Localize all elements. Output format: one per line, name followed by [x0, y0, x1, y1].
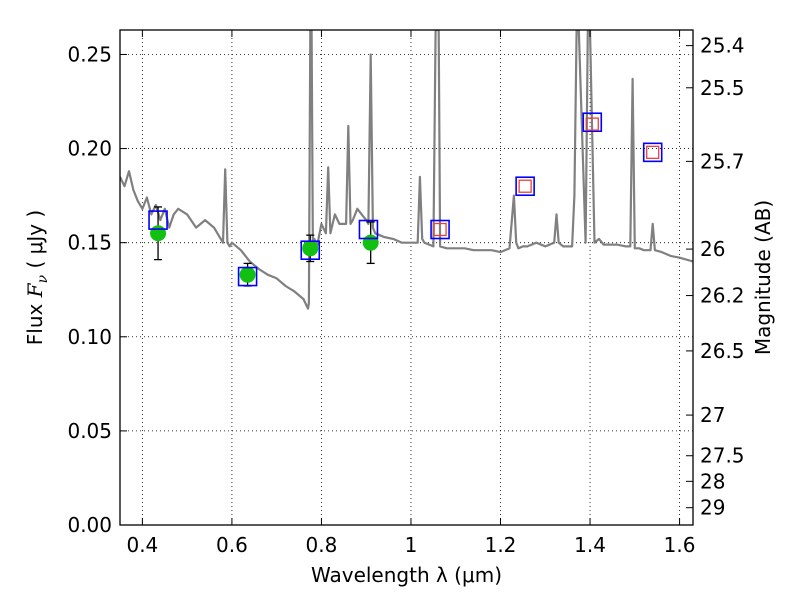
plot-area [120, 30, 693, 310]
x-tick-label: 1.2 [485, 533, 517, 557]
predicted-square [433, 222, 447, 237]
x-tick-label: 1 [405, 533, 418, 557]
y2-tick-label: 26.2 [700, 284, 745, 308]
model-square [237, 266, 258, 287]
y-tick-label: 0.10 [67, 325, 112, 349]
model-square [642, 142, 663, 163]
y2-tick-label: 26 [700, 237, 725, 261]
predicted-square [518, 179, 532, 193]
observed-point [239, 266, 256, 283]
y2-axis-label: Magnitude (AB) [751, 200, 775, 355]
grid [120, 30, 693, 525]
y2-tick-label: 26.5 [700, 339, 745, 363]
model-square [430, 219, 450, 240]
y-tick-label: 0.25 [67, 42, 112, 66]
x-tick-label: 0.6 [216, 533, 248, 557]
y2-tick-label: 28 [700, 469, 725, 493]
y2-tick-label: 25.4 [700, 34, 745, 58]
model-square [515, 176, 535, 197]
plot-frame [119, 29, 694, 526]
observed-point [150, 225, 167, 242]
x-axis-label: Wavelength λ (μm) [311, 563, 502, 587]
x-tick-label: 1.6 [664, 533, 696, 557]
y2-tick-label: 29 [700, 496, 725, 520]
y-tick-label: 0.00 [67, 513, 112, 537]
y-axis-label: Flux Fν ( μJy ) [23, 210, 51, 345]
predicted-square [646, 145, 660, 159]
spectrum-line [120, 30, 693, 310]
model-square [582, 112, 603, 133]
predicted-square [585, 117, 599, 131]
model-square [358, 219, 379, 240]
x-tick-label: 1.4 [574, 533, 606, 557]
observed-point [362, 234, 379, 251]
y2-tick-label: 25.5 [700, 76, 745, 100]
model-square [300, 240, 321, 261]
x-tick-label: 0.4 [126, 533, 158, 557]
x-tick-label: 0.8 [306, 533, 338, 557]
y-tick-label: 0.20 [67, 137, 112, 161]
y-tick-label: 0.15 [67, 231, 112, 255]
y2-tick-label: 27.5 [700, 444, 745, 468]
model-square [148, 210, 168, 230]
observed-point [302, 240, 319, 257]
axis-ticks: 0.4 0.6 0.8 1 1.2 1.4 1.6 0.00 0.05 0.10 0.15 0.20 0… [67, 30, 745, 557]
y2-tick-label: 25.7 [700, 149, 745, 173]
y2-tick-label: 27 [700, 403, 725, 427]
y-tick-label: 0.05 [67, 419, 112, 443]
